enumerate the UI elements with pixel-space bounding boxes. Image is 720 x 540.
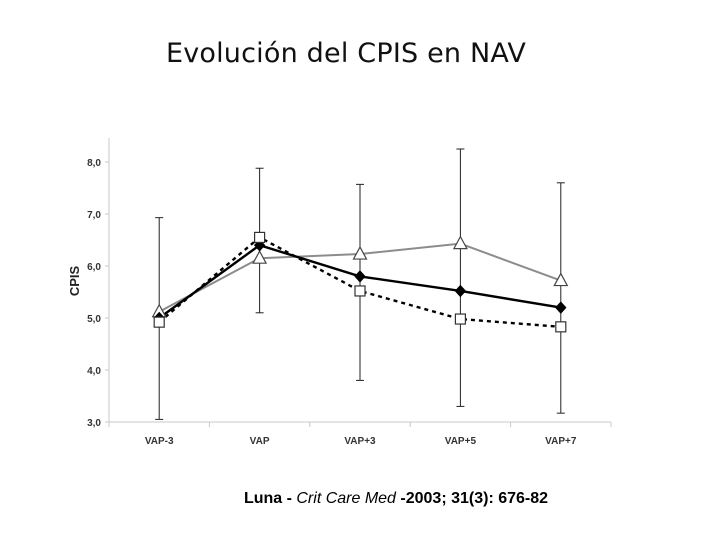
data-point-diamond <box>354 270 366 283</box>
x-tick-label: VAP-3 <box>145 436 174 447</box>
x-tick-label: VAP <box>250 436 270 447</box>
x-tick-label: VAP+7 <box>545 436 577 447</box>
data-point-square <box>555 321 567 333</box>
y-axis-label: CPIS <box>67 266 82 297</box>
citation-author: Luna - <box>243 490 297 507</box>
data-point-triangle <box>452 235 468 250</box>
data-point-diamond <box>555 301 567 314</box>
error-bars <box>155 148 565 420</box>
citation-details: -2003; 31(3): 676-82 <box>395 490 549 507</box>
slide-title: Evolución del CPIS en NAV <box>165 38 527 69</box>
y-tick-label: 5,0 <box>87 314 101 325</box>
y-tick-label: 6,0 <box>87 262 101 273</box>
y-tick-label: 8,0 <box>87 158 101 169</box>
citation: Luna - Crit Care Med -2003; 31(3): 676-8… <box>0 490 720 508</box>
y-tick-label: 4,0 <box>87 366 101 377</box>
data-point-square <box>454 313 466 325</box>
series-markers <box>151 231 569 333</box>
data-point-square <box>153 316 165 328</box>
data-point-diamond <box>454 284 467 298</box>
x-tick-label: VAP+5 <box>445 436 477 447</box>
y-axis-ticks: 3,0 4,0 5,0 6,0 7,0 8,0 <box>87 158 109 429</box>
data-point-triangle <box>252 249 268 264</box>
y-tick-label: 3,0 <box>87 418 101 429</box>
data-point-square <box>254 231 266 243</box>
x-tick-label: VAP+3 <box>344 436 376 447</box>
citation-journal: Crit Care Med <box>296 490 396 507</box>
data-point-triangle <box>352 245 368 260</box>
data-point-square <box>354 285 366 297</box>
y-tick-label: 7,0 <box>87 210 101 221</box>
x-axis-ticks: VAP-3 VAP VAP+3 VAP+5 VAP+7 <box>108 422 612 447</box>
data-point-triangle <box>553 272 569 287</box>
